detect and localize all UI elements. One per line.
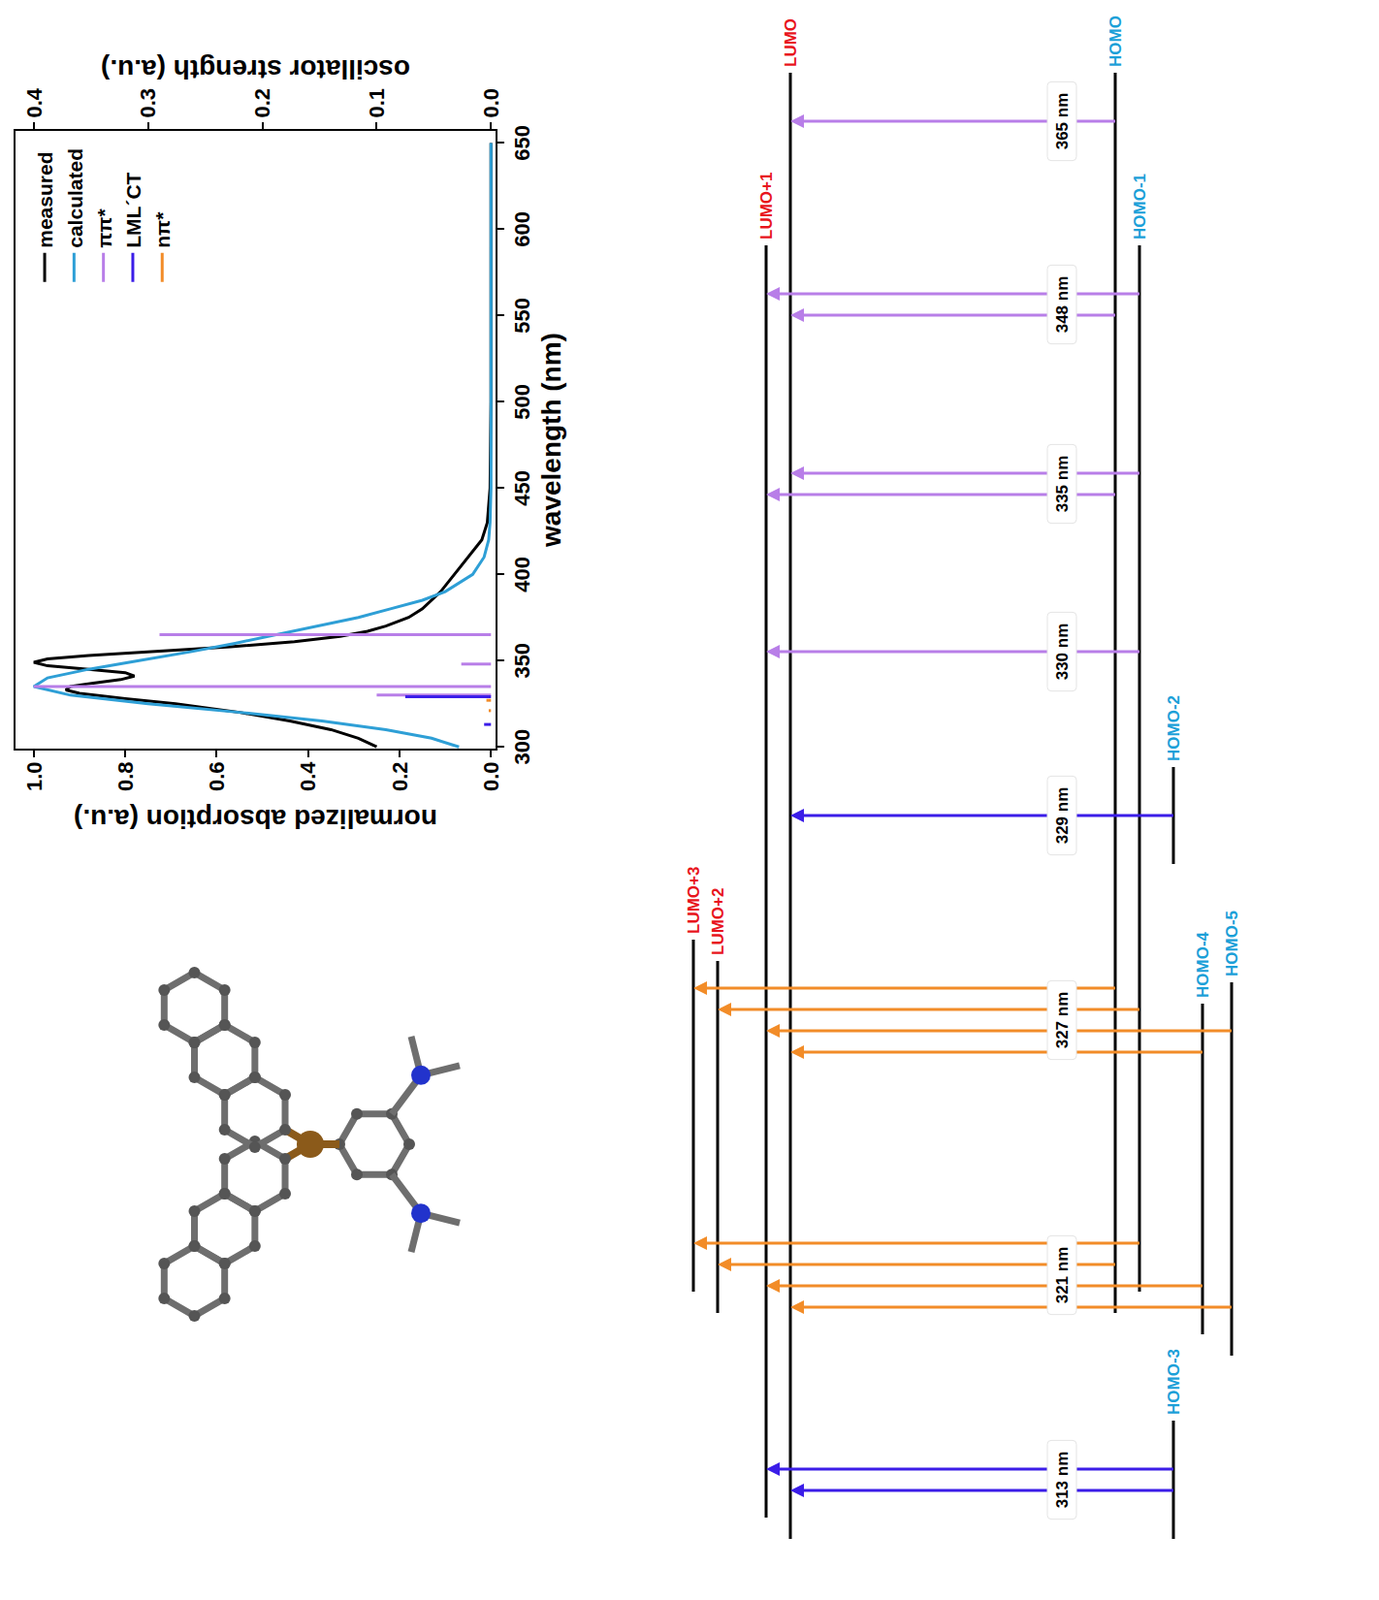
svg-text:LUMO+1: LUMO+1 (757, 172, 776, 240)
svg-text:350: 350 (510, 642, 535, 679)
svg-text:365 nm: 365 nm (1053, 93, 1072, 151)
svg-text:LUMO+2: LUMO+2 (708, 888, 728, 956)
svg-text:LML´CT: LML´CT (122, 171, 145, 248)
svg-text:nπ*: nπ* (151, 211, 174, 249)
svg-text:0.3: 0.3 (135, 88, 161, 119)
svg-text:500: 500 (510, 384, 535, 420)
svg-text:327 nm: 327 nm (1053, 992, 1072, 1050)
svg-text:HOMO-1: HOMO-1 (1130, 173, 1150, 240)
svg-text:0.6: 0.6 (204, 761, 229, 792)
svg-text:LUMO+3: LUMO+3 (684, 866, 704, 934)
svg-text:0.2: 0.2 (387, 761, 413, 792)
svg-text:HOMO-4: HOMO-4 (1193, 930, 1213, 998)
svg-text:0.8: 0.8 (113, 761, 138, 792)
svg-text:HOMO-5: HOMO-5 (1222, 910, 1242, 977)
svg-text:650: 650 (510, 125, 535, 161)
svg-text:ππ*: ππ* (93, 208, 116, 249)
svg-text:HOMO-2: HOMO-2 (1164, 695, 1184, 762)
svg-text:348 nm: 348 nm (1053, 276, 1072, 334)
svg-text:HOMO-3: HOMO-3 (1164, 1348, 1184, 1415)
svg-text:330 nm: 330 nm (1053, 623, 1072, 681)
svg-text:300: 300 (510, 729, 535, 766)
svg-text:0.0: 0.0 (479, 761, 504, 792)
svg-text:0.0: 0.0 (479, 88, 504, 119)
svg-text:measured: measured (33, 152, 57, 249)
svg-text:600: 600 (510, 211, 535, 248)
svg-text:0.4: 0.4 (22, 87, 47, 118)
svg-text:0.4: 0.4 (295, 761, 321, 792)
svg-text:321 nm: 321 nm (1053, 1247, 1072, 1305)
svg-text:313 nm: 313 nm (1053, 1451, 1072, 1509)
svg-text:550: 550 (510, 297, 535, 334)
svg-text:oscillator strength (a.u.): oscillator strength (a.u.) (100, 54, 411, 85)
svg-text:0.2: 0.2 (250, 88, 275, 119)
svg-text:wavelength (nm): wavelength (nm) (536, 332, 567, 548)
svg-text:LUMO: LUMO (781, 18, 801, 67)
svg-text:0.1: 0.1 (364, 88, 389, 119)
svg-text:335 nm: 335 nm (1053, 455, 1072, 514)
svg-text:calculated: calculated (64, 148, 87, 249)
svg-text:450: 450 (510, 470, 535, 507)
svg-text:329 nm: 329 nm (1053, 787, 1072, 845)
svg-text:HOMO: HOMO (1106, 15, 1125, 67)
svg-text:normalized absorption (a.u.): normalized absorption (a.u.) (73, 803, 438, 834)
svg-text:1.0: 1.0 (22, 761, 47, 792)
svg-text:400: 400 (510, 556, 535, 593)
